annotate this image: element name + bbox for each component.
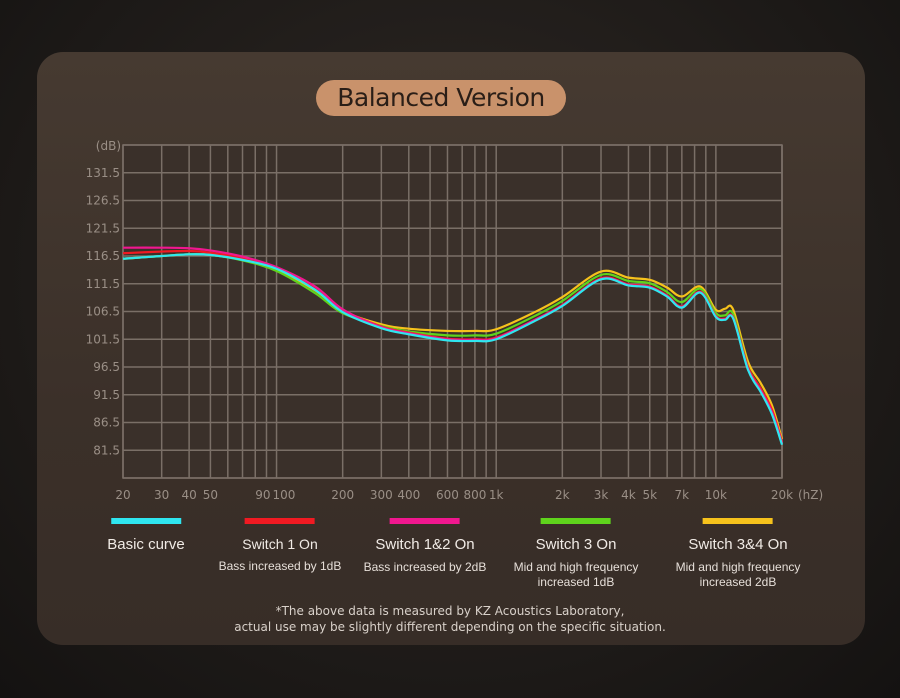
legend-description: Bass increased by 2dB (363, 560, 487, 574)
x-tick-label: 300 (370, 488, 393, 502)
x-tick-label: 5k (642, 488, 657, 502)
x-tick-label: 90 (255, 488, 270, 502)
x-tick-label: 10k (705, 488, 727, 502)
y-tick-label: 116.5 (86, 249, 120, 263)
x-tick-label: 800 (463, 488, 486, 502)
legend-swatch (111, 518, 181, 524)
legend-label: Switch 1&2 On (375, 536, 475, 553)
series-line-switch-3-on (122, 253, 784, 443)
legend-description: Mid and high frequency (513, 560, 639, 574)
y-tick-label: 106.5 (86, 305, 120, 319)
y-tick-label: 91.5 (93, 388, 120, 402)
legend-item: Basic curve (107, 518, 185, 553)
x-tick-label: 7k (675, 488, 690, 502)
legend-description: increased 2dB (699, 575, 777, 589)
x-tick-label: 4k (621, 488, 636, 502)
legend-description: Bass increased by 1dB (218, 559, 342, 573)
x-tick-label: 30 (154, 488, 169, 502)
legend-swatch (703, 518, 773, 524)
x-tick-label: 20k (771, 488, 793, 502)
y-tick-label: 96.5 (93, 360, 120, 374)
x-tick-label: 20 (115, 488, 130, 502)
legend-item: Switch 1 On Bass increased by 1dB (218, 518, 342, 574)
legend-item: Switch 3&4 On Mid and high frequency incre… (675, 518, 801, 590)
legend-label: Switch 3 On (535, 536, 617, 553)
legend-label: Basic curve (107, 536, 185, 553)
footnote-line-1: *The above data is measured by KZ Acoust… (275, 604, 625, 618)
legend-swatch (390, 518, 460, 524)
y-tick-label: 101.5 (86, 332, 120, 346)
x-tick-label: 200 (331, 488, 354, 502)
footnote: *The above data is measured by KZ Acoust… (150, 603, 750, 635)
x-tick-label: 100 (272, 488, 295, 502)
x-tick-label: 2k (555, 488, 570, 502)
x-tick-label: 400 (397, 488, 420, 502)
footnote-line-2: actual use may be slightly different dep… (234, 620, 666, 634)
y-tick-label: 126.5 (86, 194, 120, 208)
x-tick-label: 40 (181, 488, 196, 502)
y-tick-label: 131.5 (86, 166, 120, 180)
legend-item: Switch 1&2 On Bass increased by 2dB (363, 518, 487, 575)
legend-swatch (245, 518, 315, 524)
series-line-basic-curve (122, 253, 784, 446)
legend-item: Switch 3 On Mid and high frequency increas… (513, 518, 639, 590)
legend-label: Switch 3&4 On (688, 536, 788, 553)
legend-description: increased 1dB (537, 575, 615, 589)
x-tick-label: 50 (203, 488, 218, 502)
legend-label: Switch 1 On (242, 536, 318, 552)
x-tick-label: 3k (594, 488, 609, 502)
chart-title: Balanced Version (316, 80, 566, 116)
x-tick-label: 600 (436, 488, 459, 502)
legend-swatch (541, 518, 611, 524)
legend-description: Mid and high frequency (675, 560, 801, 574)
y-tick-label: 81.5 (93, 443, 120, 457)
x-axis-label: (hZ) (798, 488, 823, 502)
y-tick-label: 121.5 (86, 221, 120, 235)
x-tick-label: 1k (489, 488, 504, 502)
y-axis-label: (dB) (96, 139, 121, 153)
y-tick-label: 111.5 (86, 277, 120, 291)
y-tick-label: 86.5 (93, 416, 120, 430)
